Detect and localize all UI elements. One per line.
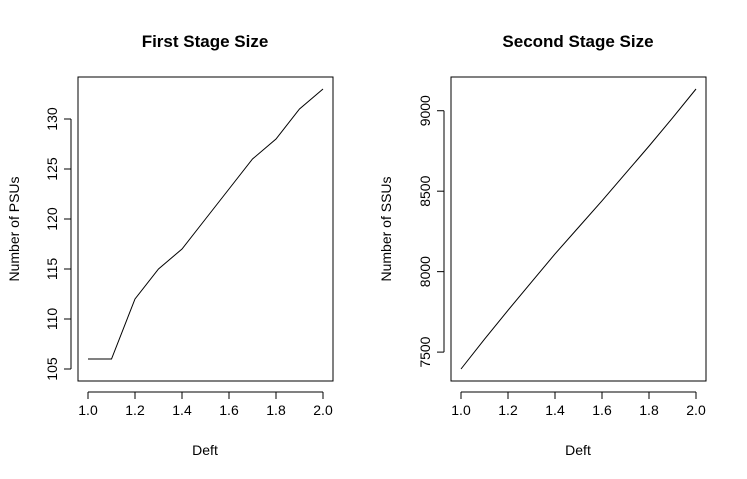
- panel-first-stage: First Stage Size Deft Number of PSUs 1.0…: [6, 32, 334, 458]
- panel-title: First Stage Size: [142, 32, 269, 51]
- y-axis-label: Number of SSUs: [378, 176, 394, 281]
- series-line: [460, 88, 697, 370]
- y-tick-label: 8500: [417, 175, 433, 206]
- series-line: [88, 88, 324, 360]
- panel-title: Second Stage Size: [502, 32, 653, 51]
- plot-frame: [450, 76, 707, 382]
- x-tick-label: 1.6: [219, 402, 239, 418]
- x-tick-label: 1.0: [451, 402, 471, 418]
- y-tick-label: 120: [44, 207, 60, 231]
- x-tick-label: 1.6: [592, 402, 612, 418]
- x-axis-label: Deft: [192, 442, 218, 458]
- plot-frame: [77, 76, 334, 382]
- x-tick-label: 2.0: [686, 402, 706, 418]
- y-tick-label: 7500: [417, 336, 433, 367]
- y-tick-label: 105: [44, 357, 60, 381]
- y-tick-label: 125: [44, 157, 60, 181]
- x-tick-label: 1.4: [545, 402, 565, 418]
- y-tick-label: 9000: [417, 95, 433, 126]
- panel-second-stage: Second Stage Size Deft Number of SSUs 1.…: [378, 32, 707, 458]
- x-tick-label: 2.0: [313, 402, 333, 418]
- y-tick-label: 115: [44, 258, 60, 281]
- x-tick-label: 1.2: [125, 402, 145, 418]
- x-tick-label: 1.8: [639, 402, 659, 418]
- y-axis-label: Number of PSUs: [6, 176, 22, 281]
- x-tick-label: 1.0: [78, 402, 98, 418]
- y-tick-label: 8000: [417, 256, 433, 287]
- y-tick-label: 130: [44, 107, 60, 131]
- x-axis-label: Deft: [565, 442, 591, 458]
- x-tick-label: 1.8: [266, 402, 286, 418]
- x-tick-label: 1.2: [498, 402, 518, 418]
- x-tick-label: 1.4: [172, 402, 192, 418]
- y-tick-label: 110: [44, 308, 60, 331]
